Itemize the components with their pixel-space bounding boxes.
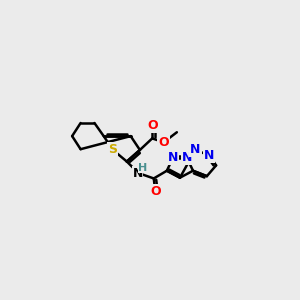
Text: N: N	[190, 143, 200, 157]
Text: N: N	[204, 149, 214, 162]
Text: N: N	[182, 151, 192, 164]
Text: H: H	[138, 163, 148, 173]
Text: O: O	[147, 119, 158, 132]
Text: N: N	[168, 151, 178, 164]
Text: S: S	[108, 143, 117, 157]
Text: N: N	[132, 167, 143, 180]
Text: O: O	[158, 136, 169, 149]
Text: O: O	[150, 185, 160, 198]
